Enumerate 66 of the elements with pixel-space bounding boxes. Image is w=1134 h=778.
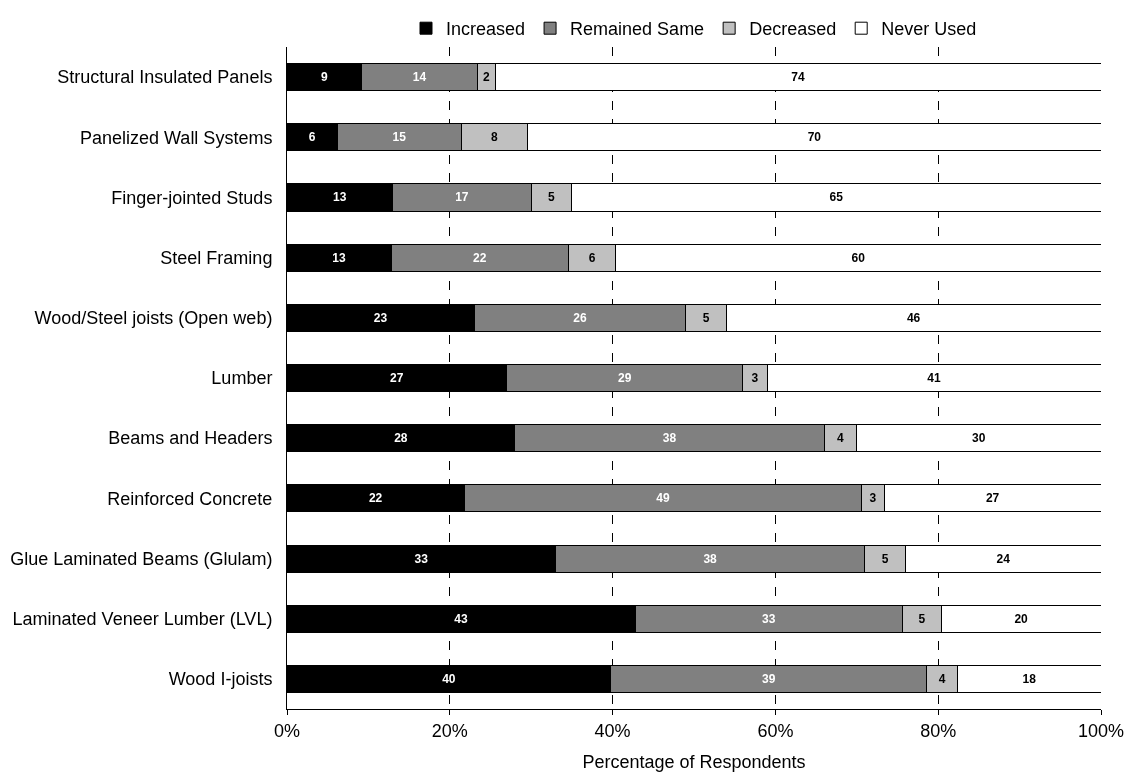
y-tick-label: Steel Framing: [160, 247, 273, 268]
data-label: 70: [807, 130, 822, 145]
data-label: 27: [985, 491, 1000, 506]
data-label: 46: [906, 310, 921, 325]
data-label: 41: [927, 371, 941, 385]
data-label: 60: [851, 250, 866, 265]
data-label: 43: [454, 611, 469, 626]
y-tick-label: Wood/Steel joists (Open web): [34, 308, 273, 329]
data-label: 3: [869, 491, 877, 506]
data-label: 18: [1022, 671, 1037, 686]
y-tick-label: Panelized Wall Systems: [79, 127, 273, 148]
x-axis-title: Percentage of Respondents: [582, 751, 806, 772]
data-label: 5: [702, 310, 710, 325]
data-label: 49: [656, 491, 670, 506]
legend-label: Remained Same: [570, 19, 705, 40]
data-label: 28: [394, 431, 408, 446]
data-label: 26: [573, 310, 587, 325]
y-tick-label: Lumber: [211, 368, 273, 389]
data-label: 33: [414, 551, 429, 566]
data-label: 4: [938, 671, 946, 686]
data-label: 27: [390, 371, 404, 385]
data-label: 2: [482, 70, 490, 85]
data-label: 3: [751, 371, 759, 385]
legend-label: Decreased: [749, 19, 837, 40]
data-label: 22: [473, 250, 487, 265]
data-label: 38: [703, 551, 718, 566]
y-tick-label: Wood I-joists: [168, 669, 273, 690]
data-label: 13: [333, 190, 347, 205]
x-tick-label: 0%: [273, 720, 301, 741]
x-tick-label: 80%: [920, 720, 957, 741]
data-label: 29: [617, 371, 632, 385]
data-label: 4: [837, 431, 845, 446]
data-label: 14: [412, 70, 427, 85]
data-label: 5: [918, 611, 926, 626]
data-label: 65: [829, 190, 844, 205]
data-label: 5: [548, 190, 556, 205]
y-tick-label: Finger-jointed Studs: [111, 187, 273, 208]
data-label: 22: [368, 491, 383, 506]
legend-label: Increased: [446, 19, 526, 40]
data-label: 9: [320, 70, 328, 85]
data-label: 74: [791, 70, 806, 85]
data-label: 24: [996, 551, 1011, 566]
y-tick-label: Beams and Headers: [108, 428, 273, 449]
x-tick-label: 20%: [431, 720, 468, 741]
x-tick-label: 100%: [1077, 720, 1125, 741]
x-tick-label: 60%: [757, 720, 794, 741]
data-label: 6: [588, 250, 596, 265]
data-label: 30: [972, 431, 986, 446]
y-tick-label: Structural Insulated Panels: [57, 67, 273, 88]
data-label: 23: [373, 310, 388, 325]
data-label: 5: [881, 551, 889, 566]
data-label: 8: [491, 130, 499, 145]
x-tick-label: 40%: [594, 720, 631, 741]
legend-label: Never Used: [881, 19, 977, 40]
y-tick-label: Reinforced Concrete: [107, 488, 273, 509]
y-tick-label: Glue Laminated Beams (Glulam): [10, 548, 273, 569]
data-label: 40: [442, 671, 456, 686]
data-label: 15: [392, 130, 407, 145]
y-tick-label: Laminated Veneer Lumber (LVL): [12, 609, 273, 630]
data-label: 6: [308, 130, 316, 145]
data-label: 17: [455, 190, 469, 205]
data-label: 38: [662, 431, 677, 446]
data-label: 33: [762, 611, 776, 626]
data-label: 13: [332, 250, 346, 265]
data-label: 39: [762, 671, 776, 686]
data-label: 20: [1014, 611, 1029, 626]
